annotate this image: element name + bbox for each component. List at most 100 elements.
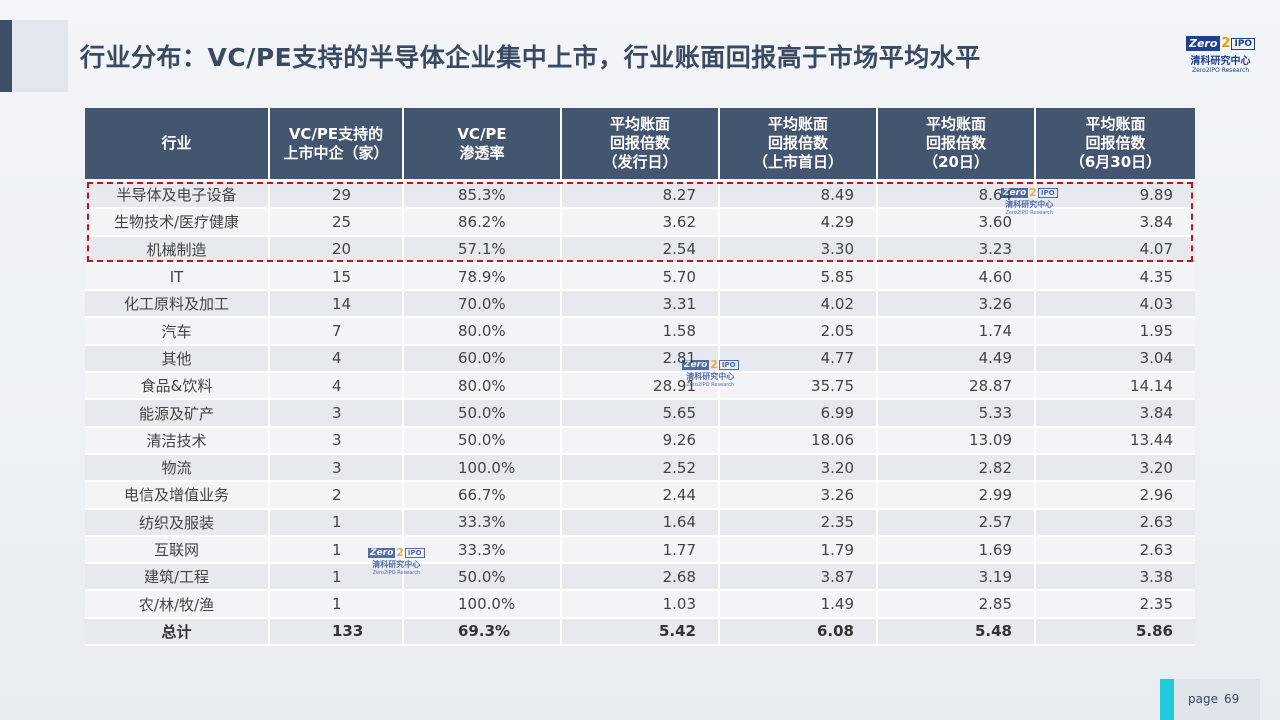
- table-row: 化工原料及加工 14 70.0% 3.31 4.02 3.26 4.03: [85, 290, 1195, 319]
- logo-mark-zero: Zero: [682, 359, 710, 370]
- table-cell: 6.99: [719, 399, 878, 428]
- table-row: 电信及增值业务 2 66.7% 2.44 3.26 2.99 2.96: [85, 481, 1195, 510]
- logo-mark: Zero 2 IPO: [682, 358, 739, 371]
- logo-mark-ipo: IPO: [1037, 187, 1058, 198]
- table-cell: 5.48: [877, 617, 1036, 647]
- table-row: 纺织及服装 1 33.3% 1.64 2.35 2.57 2.63: [85, 508, 1195, 537]
- table-cell: 清洁技术: [85, 426, 270, 455]
- table-cell: 3.20: [719, 453, 878, 483]
- logo-mark-two: 2: [1221, 36, 1231, 51]
- table-cell: 物流: [85, 453, 270, 483]
- logo-cn-text: 清科研究中心: [686, 372, 735, 381]
- logo-mark-ipo: IPO: [718, 359, 739, 370]
- table-cell: 3.38: [1035, 563, 1195, 592]
- table-row: 互联网 1 33.3% 1.77 1.79 1.69 2.63: [85, 535, 1195, 565]
- logo-cn-text: 清科研究中心: [372, 560, 421, 569]
- logo-mark-zero: Zero: [368, 547, 396, 558]
- table-row: 能源及矿产 3 50.0% 5.65 6.99 5.33 3.84: [85, 399, 1195, 428]
- table-cell: 3: [269, 399, 404, 428]
- logo-mark-ipo: IPO: [404, 547, 425, 558]
- table-row: 食品&饮料 4 80.0% 28.91 35.75 28.87 14.14: [85, 372, 1195, 401]
- table-row: 生物技术/医疗健康 25 86.2% 3.62 4.29 3.60 3.84: [85, 208, 1195, 237]
- table-cell: 4.60: [877, 262, 1036, 292]
- table-cell: 6.08: [719, 617, 878, 647]
- table-row: 机械制造 20 57.1% 2.54 3.30 3.23 4.07: [85, 235, 1195, 264]
- table-cell: 3.26: [877, 290, 1036, 319]
- page-number: 69: [1224, 692, 1240, 706]
- table-row: IT 15 78.9% 5.70 5.85 4.60 4.35: [85, 262, 1195, 292]
- table-cell: 3.30: [719, 235, 878, 264]
- table-cell: 2.54: [561, 235, 720, 264]
- table-cell: 7: [269, 317, 404, 346]
- table-cell: 2.63: [1035, 508, 1195, 537]
- logo-mark-zero: Zero: [1186, 36, 1221, 51]
- title-accent-bar: [0, 20, 12, 92]
- table-cell: 3.84: [1035, 399, 1195, 428]
- table-cell: 2.82: [877, 453, 1036, 483]
- table-cell: 57.1%: [403, 235, 562, 264]
- table-cell: 3.87: [719, 563, 878, 592]
- logo-en-text: Zero2IPO Research: [1191, 67, 1250, 74]
- table-cell: 3.26: [719, 481, 878, 510]
- logo-mark-zero: Zero: [1001, 187, 1029, 198]
- logo-mark-ipo: IPO: [1231, 37, 1256, 50]
- table-cell: 70.0%: [403, 290, 562, 319]
- table-row: 半导体及电子设备 29 85.3% 8.27 8.49 8.64 9.89: [85, 180, 1195, 210]
- table-cell: 1.79: [719, 535, 878, 565]
- table-row: 其他 4 60.0% 2.81 4.77 4.49 3.04: [85, 344, 1195, 374]
- table-cell: 66.7%: [403, 481, 562, 510]
- table-cell: 食品&饮料: [85, 372, 270, 401]
- table-cell: 18.06: [719, 426, 878, 455]
- watermark-logo: Zero 2 IPO 清科研究中心 Zero2IPO Research: [682, 358, 739, 388]
- table-cell: 15: [269, 262, 404, 292]
- table-cell: 9.89: [1035, 180, 1195, 210]
- table-cell: 3.60: [877, 208, 1036, 237]
- logo-mark-two: 2: [710, 358, 718, 371]
- page-title: 行业分布：VC/PE支持的半导体企业集中上市，行业账面回报高于市场平均水平: [80, 43, 981, 72]
- table-cell: 农/林/牧/渔: [85, 590, 270, 619]
- watermark-logo: Zero 2 IPO 清科研究中心 Zero2IPO Research: [1001, 186, 1058, 216]
- table-cell: 2.35: [1035, 590, 1195, 619]
- table-cell: 5.85: [719, 262, 878, 292]
- table-cell: 机械制造: [85, 235, 270, 264]
- table-cell: 29: [269, 180, 404, 210]
- table-row: 建筑/工程 1 50.0% 2.68 3.87 3.19 3.38: [85, 563, 1195, 592]
- table-cell: 3.20: [1035, 453, 1195, 483]
- table-cell: 8.27: [561, 180, 720, 210]
- table-cell: 2.57: [877, 508, 1036, 537]
- table-cell: 5.33: [877, 399, 1036, 428]
- table-cell: 3: [269, 453, 404, 483]
- column-header: 平均账面 回报倍数 （6月30日）: [1035, 108, 1195, 182]
- table-cell: 33.3%: [403, 508, 562, 537]
- table-cell: 80.0%: [403, 372, 562, 401]
- logo-mark: Zero 2 IPO: [1001, 186, 1058, 199]
- table-cell: 2.05: [719, 317, 878, 346]
- table-cell: 2.44: [561, 481, 720, 510]
- logo-mark-two: 2: [1029, 186, 1037, 199]
- column-header: 平均账面 回报倍数 （20日）: [877, 108, 1036, 182]
- table-row: 清洁技术 3 50.0% 9.26 18.06 13.09 13.44: [85, 426, 1195, 455]
- logo-en-text: Zero2IPO Research: [686, 382, 735, 388]
- table-cell: 100.0%: [403, 590, 562, 619]
- table-cell: 20: [269, 235, 404, 264]
- table-cell: 互联网: [85, 535, 270, 565]
- table-cell: 3.19: [877, 563, 1036, 592]
- table-cell: 28.87: [877, 372, 1036, 401]
- table-cell: 化工原料及加工: [85, 290, 270, 319]
- watermark-logo: Zero 2 IPO 清科研究中心 Zero2IPO Research: [368, 546, 425, 576]
- table-cell: 86.2%: [403, 208, 562, 237]
- table-cell: 1.64: [561, 508, 720, 537]
- table-cell: 50.0%: [403, 426, 562, 455]
- column-header: 行业: [85, 108, 270, 182]
- column-header: 平均账面 回报倍数 （上市首日）: [719, 108, 878, 182]
- table-cell: 能源及矿产: [85, 399, 270, 428]
- logo-en-text: Zero2IPO Research: [372, 570, 421, 576]
- title-accent-shade: [12, 20, 68, 92]
- table-total-row: 总计 133 69.3% 5.42 6.08 5.48 5.86: [85, 617, 1195, 647]
- table-cell: 14: [269, 290, 404, 319]
- table-cell: 9.26: [561, 426, 720, 455]
- table-cell: 1: [269, 563, 404, 592]
- table-cell: 1.03: [561, 590, 720, 619]
- table-cell: 4.49: [877, 344, 1036, 374]
- table-cell: IT: [85, 262, 270, 292]
